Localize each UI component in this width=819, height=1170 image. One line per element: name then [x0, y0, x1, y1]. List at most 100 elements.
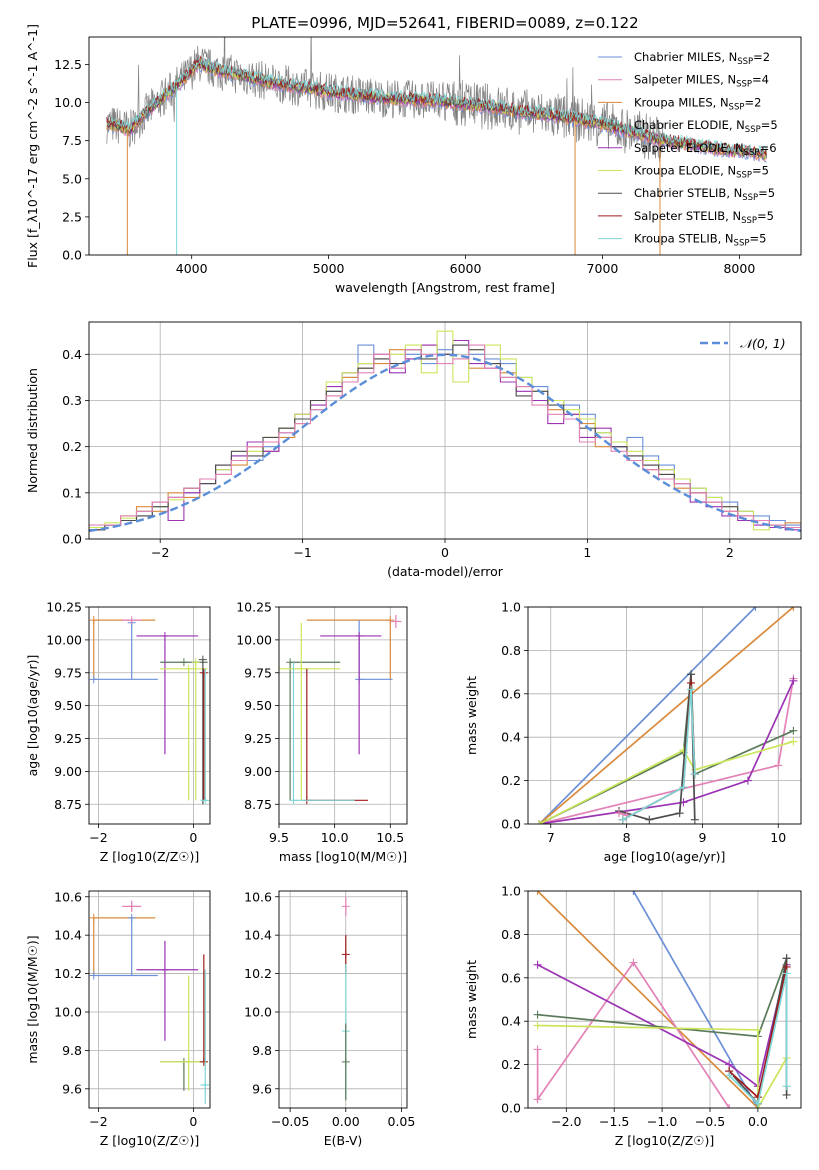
legend-subscript: SSP	[741, 216, 757, 226]
weight-series-salpeter-miles	[533, 958, 734, 1108]
x-tick-label: 8	[623, 830, 631, 845]
errorbar-point-salpeter-miles	[122, 616, 142, 625]
y-tick-label: 9.00	[244, 764, 272, 779]
x-tick-label: 0	[189, 1114, 197, 1129]
errorbar-point-kroupa-elodie	[191, 658, 200, 801]
y-tick-label: 0.4	[501, 1014, 521, 1029]
x-axis-label: Z [log10(Z/Z☉)]	[615, 1133, 715, 1148]
series-marker	[687, 685, 696, 694]
legend-suffix: =6	[760, 141, 777, 155]
series-marker	[629, 891, 638, 895]
legend-suffix: =2	[744, 95, 761, 109]
errorbar-point-chabrier-miles	[89, 971, 158, 980]
y-tick-label: 10.0	[54, 1004, 82, 1019]
errorbar-point-chabrier-miles	[127, 913, 136, 976]
errorbar-point-chabrier-elodie	[160, 1057, 208, 1091]
series-marker	[751, 607, 760, 611]
y-tick-label: 0.2	[501, 1057, 521, 1072]
legend-label: Salpeter ELODIE, N	[634, 141, 744, 155]
y-axis-label: Flux [f_λ10^-17 erg cm^-2 s^-1 A^-1]	[25, 24, 40, 268]
y-tick-label: 9.50	[54, 698, 82, 713]
series-marker	[533, 1095, 542, 1104]
series-marker	[629, 958, 638, 967]
mass-vs-extinction-panel: −0.05 0.00 0.05 9.6 9.8 10.0 10.2 10.4 10.6 E(B-V…	[244, 889, 415, 1148]
axes-frame	[278, 606, 408, 825]
errorbar-point-kroupa-miles	[306, 616, 395, 680]
series-marker	[533, 1010, 542, 1019]
errorbar-point-salpeter-miles	[341, 896, 350, 916]
point-marker	[184, 664, 193, 673]
y-tick-label: 0.1	[62, 485, 82, 500]
gaussian-curve	[89, 353, 801, 533]
y-tick-label: 10.00	[46, 632, 82, 647]
y-tick-label: 0.2	[501, 773, 521, 788]
series-marker	[789, 737, 798, 746]
legend-entry: Chabrier ELODIE, NSSP=5	[634, 118, 778, 135]
legend-label: Chabrier STELIB, N	[634, 186, 742, 200]
legend-label: Salpeter STELIB, N	[634, 209, 741, 223]
y-tick-label: 9.8	[252, 1043, 272, 1058]
y-tick-label: 0.0	[62, 532, 82, 547]
errorbar-point-salpeter-stelib	[199, 954, 208, 1066]
legend-suffix: =5	[758, 186, 775, 200]
y-tick-label: 0.6	[501, 686, 521, 701]
plot-area	[533, 891, 791, 1108]
y-tick-label: 0.3	[62, 393, 82, 408]
age-vs-mass-panel: 9.5 10.0 10.5 8.75 9.00 9.25 9.50 9.75 10.00 10.2…	[236, 600, 408, 864]
y-tick-label: 9.8	[62, 1043, 82, 1058]
weight-series-kroupa-miles	[533, 891, 762, 1108]
plot-area	[535, 607, 798, 824]
y-tick-label: 5.0	[62, 171, 82, 186]
series-marker	[533, 960, 542, 969]
series-marker	[743, 776, 752, 785]
point-marker	[160, 965, 169, 974]
age-vs-metallicity-panel: −2 0 8.75 9.00 9.25 9.50 9.75 10.00 10.25 Z [log1…	[25, 600, 211, 864]
series-line	[539, 740, 794, 824]
x-tick-label: 10	[770, 830, 786, 845]
x-axis-label: Z [log10(Z/Z☉)]	[100, 849, 200, 864]
y-tick-label: 10.00	[236, 632, 272, 647]
legend-label: Chabrier MILES, N	[634, 50, 737, 64]
series-marker	[789, 676, 798, 685]
legend-suffix: =5	[749, 232, 766, 246]
series-line	[728, 973, 788, 1106]
axes-frame	[88, 606, 211, 825]
errorbar-point-salpeter-elodie	[136, 940, 199, 1041]
weight-series-kroupa-stelib	[725, 969, 791, 1108]
series-marker	[533, 891, 542, 895]
y-tick-label: 0.0	[501, 817, 521, 832]
point-marker	[127, 616, 136, 625]
y-tick-label: 10.4	[54, 928, 82, 943]
x-axis-label: Z [log10(Z/Z☉)]	[100, 1133, 200, 1148]
point-marker	[199, 1057, 208, 1066]
y-tick-label: 10.0	[54, 95, 82, 110]
plot-area	[89, 330, 801, 533]
series-marker	[618, 815, 627, 824]
x-tick-label: −2.0	[551, 1114, 581, 1129]
legend-entry: Kroupa ELODIE, NSSP=5	[634, 164, 769, 181]
series-marker	[645, 815, 654, 824]
weight-vs-age-panel: 7 8 9 10 0.0 0.2 0.4 0.6 0.8 1.0 age [log10(age/yr…	[464, 600, 802, 864]
errorbar-point-chabrier-stelib	[198, 655, 207, 805]
x-tick-label: 9.5	[269, 830, 289, 845]
y-tick-label: 9.00	[54, 764, 82, 779]
y-tick-label: 10.2	[244, 966, 272, 981]
x-tick-label: 0.00	[332, 1114, 360, 1129]
weight-vs-metallicity-panel: −2.0 −1.5 −1.0 −0.5 0.0 0.0 0.2 0.4 0.6 0.8 1.0 Z […	[464, 884, 802, 1148]
weight-series-chabrier-miles	[629, 891, 762, 1108]
y-tick-label: 9.75	[244, 665, 272, 680]
axes-frame	[88, 36, 802, 256]
series-line	[538, 607, 757, 824]
series-marker	[725, 1104, 734, 1108]
series-marker	[782, 954, 791, 963]
x-tick-label: 2	[726, 545, 734, 560]
point-marker	[391, 617, 400, 626]
x-tick-label: 0	[441, 545, 449, 560]
x-tick-label: 5000	[313, 261, 345, 276]
series-marker	[690, 770, 699, 779]
figure-title: PLATE=0996, MJD=52641, FIBERID=0089, z=0…	[251, 14, 638, 32]
errorbar-point-salpeter-miles	[390, 614, 402, 629]
errorbar-point-salpeter-stelib	[199, 668, 208, 801]
plot-area	[89, 900, 210, 1105]
